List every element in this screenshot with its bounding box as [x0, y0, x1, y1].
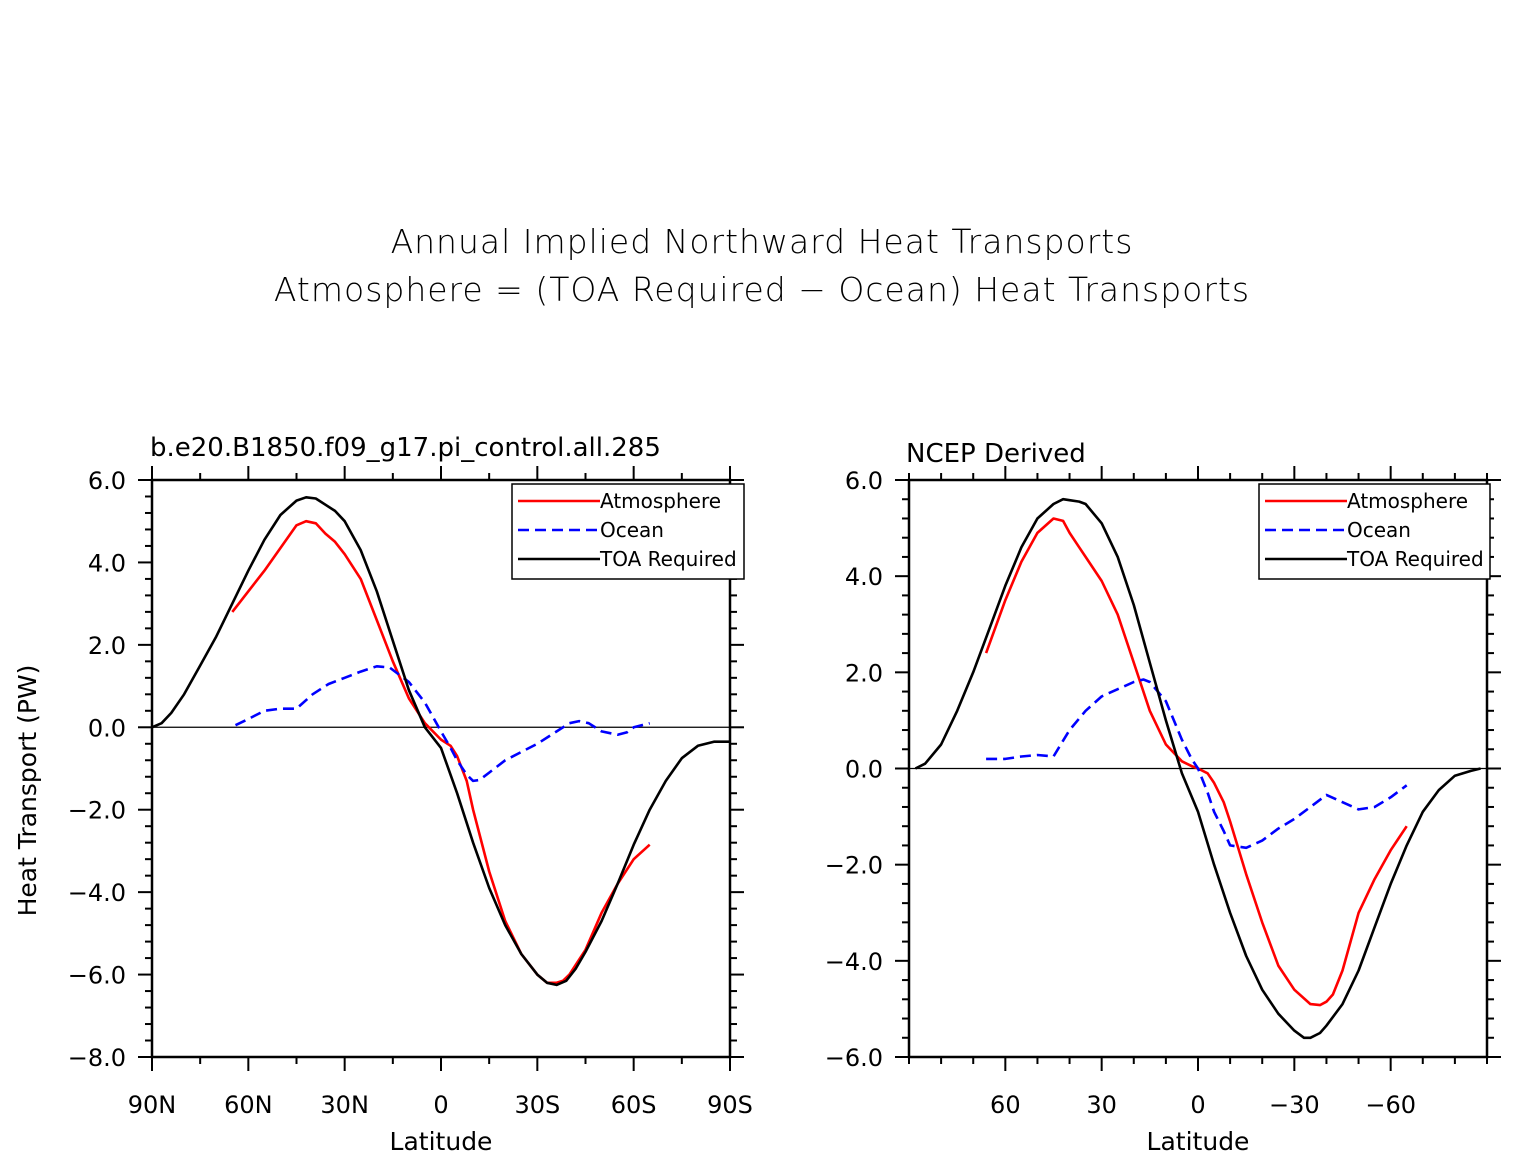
y-tick-label: 4.0	[88, 549, 126, 577]
y-tick-label: −4.0	[825, 948, 883, 976]
chart-panel-1: −8.0 −6.0 −4.0 −2.0 0.0 2.0 4.0 6.0 90N 60N 30N 0 30…	[13, 433, 753, 1156]
y-tick-label: −8.0	[68, 1044, 126, 1072]
x-tick-label: 60S	[611, 1091, 657, 1119]
y-axis-title: Heat Transport (PW)	[13, 665, 42, 917]
series-line-ocean	[986, 678, 1408, 850]
x-tick-label: 30S	[514, 1091, 560, 1119]
y-tick-label: 6.0	[845, 467, 883, 495]
legend: Atmosphere Ocean TOA Required	[511, 483, 745, 580]
series-line-toa-required	[151, 496, 730, 987]
x-tick-label: 60	[990, 1091, 1021, 1119]
panel-title: NCEP Derived	[906, 439, 1086, 469]
y-tick-label: 6.0	[88, 467, 126, 495]
y-tick-label: −2.0	[68, 797, 126, 825]
chart-main-title: Annual Implied Northward Heat Transports	[390, 222, 1134, 261]
y-tick-label: 2.0	[845, 659, 883, 687]
legend-label: TOA Required	[599, 547, 737, 571]
y-tick-label: −6.0	[68, 962, 126, 990]
y-tick-label: 4.0	[845, 563, 883, 591]
y-tick-label: −6.0	[825, 1044, 883, 1072]
chart-main-subtitle: Atmosphere = (TOA Required − Ocean) Heat…	[273, 270, 1251, 309]
series-line-atmosphere	[984, 517, 1408, 1007]
series-line-toa-required	[914, 497, 1481, 1040]
x-tick-label: 60N	[224, 1091, 273, 1119]
y-tick-label: −4.0	[68, 879, 126, 907]
series-line-atmosphere	[231, 519, 651, 985]
x-tick-label: 0	[433, 1091, 448, 1119]
x-axis-title: Latitude	[1147, 1127, 1250, 1156]
legend-label: TOA Required	[1346, 547, 1484, 571]
y-tick-label: 0.0	[845, 756, 883, 784]
x-tick-label: 0	[1190, 1091, 1205, 1119]
x-axis-title: Latitude	[390, 1127, 493, 1156]
series-line-ocean	[234, 665, 651, 783]
legend-label: Ocean	[1347, 518, 1411, 542]
x-tick-label: 90N	[128, 1091, 177, 1119]
legend-label: Atmosphere	[1347, 489, 1468, 513]
x-tick-label: −30	[1269, 1091, 1320, 1119]
x-tick-label: 90S	[707, 1091, 753, 1119]
legend-label: Atmosphere	[600, 489, 721, 513]
legend: Atmosphere Ocean TOA Required	[1258, 483, 1491, 580]
y-tick-label: 0.0	[88, 714, 126, 742]
x-tick-label: 30	[1086, 1091, 1117, 1119]
panel-title: b.e20.B1850.f09_g17.pi_control.all.285	[150, 433, 661, 463]
y-tick-label: 2.0	[88, 632, 126, 660]
y-tick-label: −2.0	[825, 852, 883, 880]
x-tick-label: −60	[1365, 1091, 1416, 1119]
chart-panel-2: −6.0 −4.0 −2.0 0.0 2.0 4.0 6.0 60 30 0 −30 −60 Latit…	[825, 439, 1501, 1156]
legend-label: Ocean	[600, 518, 664, 542]
x-tick-label: 30N	[320, 1091, 369, 1119]
